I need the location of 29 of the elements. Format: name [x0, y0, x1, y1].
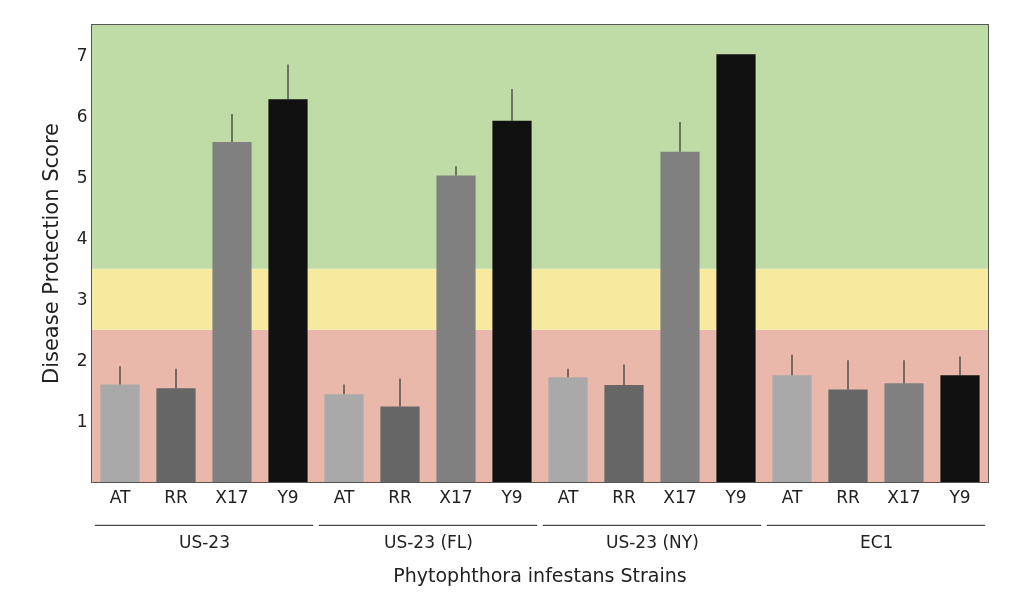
x-tick-label: X17: [439, 487, 473, 508]
y-tick-label: 5: [76, 167, 88, 188]
text: EC1: [860, 532, 894, 552]
y-tick-label: 2: [76, 350, 88, 371]
x-tick-label: AT: [109, 487, 131, 508]
x-tick-label: RR: [388, 487, 412, 508]
x-tick-label: Y9: [724, 487, 747, 508]
x-tick-label: RR: [164, 487, 188, 508]
text: US-23: [179, 532, 230, 552]
x-tick-label: Y9: [948, 487, 971, 508]
x-tick-label: AT: [781, 487, 803, 508]
x-tick-label: X17: [663, 487, 697, 508]
x-tick-label: RR: [612, 487, 636, 508]
y-tick-label: 7: [76, 45, 88, 66]
text: US-23 (FL): [384, 532, 473, 552]
x-tick-label: X17: [215, 487, 249, 508]
y-tick-label: 1: [76, 411, 88, 432]
x-tick-label: Y9: [276, 487, 299, 508]
y-tick-label: 6: [76, 106, 88, 127]
x-axis-title: Phytophthora infestans Strains: [393, 564, 687, 587]
x-tick-label: AT: [557, 487, 579, 508]
text: US-23 (NY): [606, 532, 699, 552]
x-tick-label: RR: [836, 487, 860, 508]
y-tick-label: 3: [76, 289, 88, 310]
x-tick-label: AT: [333, 487, 355, 508]
x-tick-label: Y9: [500, 487, 523, 508]
x-tick-label: X17: [887, 487, 921, 508]
y-axis-title: Disease Protection Score: [38, 122, 63, 385]
y-tick-label: 4: [76, 228, 88, 249]
